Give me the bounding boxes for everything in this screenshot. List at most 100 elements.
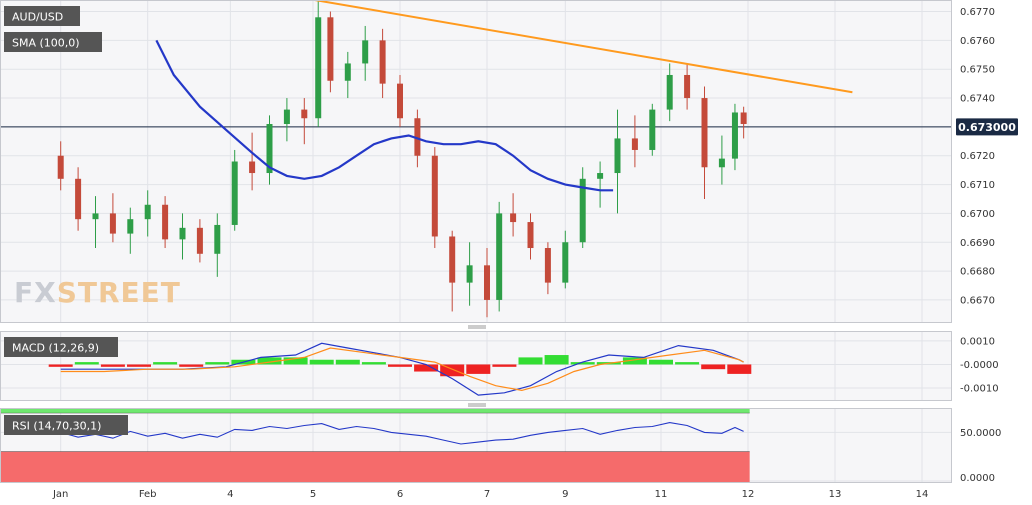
pane-resize-handle-rsi[interactable] bbox=[468, 403, 486, 407]
x-tick-label: 6 bbox=[397, 489, 403, 500]
sma-indicator-label[interactable]: SMA (100,0) bbox=[4, 32, 102, 52]
price-tick-label: 0.6720 bbox=[960, 151, 995, 162]
candle-body bbox=[731, 112, 738, 159]
price-tick-label: 0.6740 bbox=[960, 94, 995, 105]
candle-up bbox=[92, 196, 99, 249]
candle-body bbox=[631, 138, 638, 150]
candle-down bbox=[431, 147, 438, 249]
candle-body bbox=[344, 63, 351, 81]
price-tick-label: 0.6750 bbox=[960, 65, 995, 76]
svg-text:AUD/USD: AUD/USD bbox=[12, 11, 63, 24]
candle-up bbox=[718, 135, 725, 185]
candle-body bbox=[57, 155, 64, 179]
svg-text:0.673000: 0.673000 bbox=[958, 121, 1016, 134]
price-tick-label: 0.6760 bbox=[960, 36, 995, 47]
macd-tick-label: 0.0010 bbox=[960, 336, 995, 347]
rsi-oversold-zone bbox=[0, 451, 750, 483]
x-tick-label: 13 bbox=[829, 489, 842, 500]
macd-indicator-label[interactable]: MACD (12,26,9) bbox=[4, 337, 118, 357]
macd-hist-bar-positive bbox=[283, 357, 308, 365]
current-price-tag: 0.673000 bbox=[956, 118, 1018, 136]
rsi-panel-border bbox=[0, 408, 952, 483]
macd-hist-bar-positive bbox=[518, 357, 543, 365]
macd-hist-bar-positive bbox=[335, 359, 360, 365]
candle-body bbox=[283, 109, 290, 125]
candle-body bbox=[249, 161, 256, 174]
rsi-indicator-label[interactable]: RSI (14,70,30,1) bbox=[4, 415, 128, 435]
candle-up bbox=[362, 25, 369, 81]
pane-resize-handle-macd[interactable] bbox=[468, 325, 486, 329]
rsi-overbought-zone bbox=[0, 408, 750, 413]
candle-body bbox=[562, 242, 569, 283]
candle-down bbox=[449, 230, 456, 312]
svg-text:FXSTREET: FXSTREET bbox=[14, 276, 181, 309]
rsi-tick-label: 0.0000 bbox=[960, 473, 995, 484]
candle-up bbox=[144, 190, 151, 237]
macd-hist-bar-positive bbox=[361, 362, 386, 365]
candle-up bbox=[496, 201, 503, 312]
svg-text:RSI (14,70,30,1): RSI (14,70,30,1) bbox=[12, 420, 101, 433]
candle-down bbox=[684, 63, 691, 110]
candle-body bbox=[544, 248, 551, 283]
candle-up bbox=[179, 213, 186, 260]
macd-hist-bar-negative bbox=[701, 364, 726, 370]
candle-body bbox=[315, 17, 322, 119]
candle-body bbox=[449, 236, 456, 283]
candle-down bbox=[327, 11, 334, 93]
price-grid bbox=[0, 0, 952, 323]
candle-body bbox=[379, 40, 386, 84]
macd-y-axis: 0.0010 -0.0000 -0.0010 bbox=[960, 336, 999, 394]
candle-up bbox=[214, 213, 221, 277]
macd-hist-bar-negative bbox=[48, 364, 73, 367]
candle-down bbox=[397, 74, 403, 127]
candle-body bbox=[214, 224, 221, 254]
candle-body bbox=[684, 74, 691, 99]
candle-body bbox=[196, 227, 203, 254]
symbol-label[interactable]: AUD/USD bbox=[4, 6, 80, 26]
candle-up bbox=[127, 207, 134, 254]
macd-hist-bar-positive bbox=[153, 362, 178, 365]
rsi-line bbox=[60, 422, 744, 445]
price-tick-label: 0.6690 bbox=[960, 238, 995, 249]
candle-down bbox=[379, 28, 386, 99]
candle-up bbox=[579, 167, 586, 249]
candle-down bbox=[162, 196, 169, 249]
candle-body bbox=[496, 213, 503, 300]
candle-body bbox=[144, 204, 151, 220]
candle-body bbox=[92, 213, 99, 220]
candle-body bbox=[579, 178, 586, 243]
macd-tick-label: -0.0010 bbox=[960, 384, 999, 395]
candle-body bbox=[527, 222, 534, 249]
macd-tick-label: -0.0000 bbox=[960, 360, 999, 371]
candle-body bbox=[162, 204, 169, 240]
candle-up bbox=[649, 103, 656, 156]
candle-up bbox=[614, 109, 621, 214]
macd-signal-line bbox=[60, 347, 744, 392]
candle-body bbox=[614, 138, 621, 174]
candle-body bbox=[466, 265, 473, 283]
candlesticks bbox=[57, 0, 747, 318]
macd-hist-bar-negative bbox=[388, 364, 412, 367]
candle-body bbox=[179, 227, 186, 240]
rsi-y-axis: 50.0000 0.0000 bbox=[960, 428, 1001, 484]
macd-hist-bar-positive bbox=[675, 362, 700, 365]
candle-body bbox=[397, 83, 403, 119]
macd-hist-bar-positive bbox=[74, 362, 99, 365]
candle-up bbox=[283, 98, 290, 142]
x-tick-label: Feb bbox=[139, 489, 157, 500]
macd-hist-bar-positive bbox=[570, 362, 595, 365]
candle-down bbox=[109, 193, 116, 243]
price-y-axis: 0.6670 0.6680 0.6690 0.6700 0.6710 0.6720 0.67… bbox=[960, 7, 995, 306]
candle-down bbox=[527, 213, 534, 260]
candle-up bbox=[466, 242, 473, 306]
price-tick-label: 0.6710 bbox=[960, 180, 995, 191]
macd-hist-bar-negative bbox=[100, 364, 125, 367]
candle-body bbox=[740, 112, 747, 125]
trend-line bbox=[314, 0, 853, 94]
candle-body bbox=[327, 17, 334, 81]
macd-hist-bar-positive bbox=[205, 362, 230, 365]
candle-down bbox=[510, 193, 517, 237]
candle-up bbox=[562, 230, 569, 289]
candle-body bbox=[301, 109, 308, 119]
candle-down bbox=[740, 106, 747, 139]
